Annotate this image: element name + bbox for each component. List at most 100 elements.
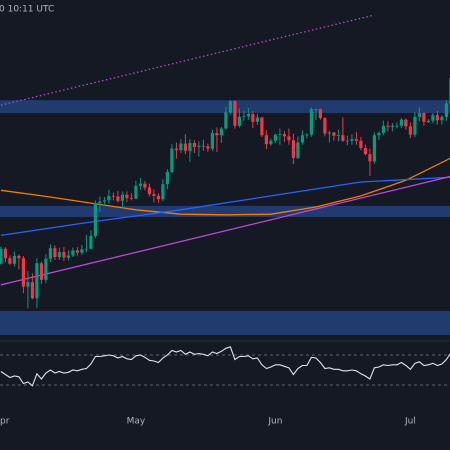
overlay-line (0, 176, 450, 237)
candle-body (147, 187, 151, 195)
candle-body (134, 185, 138, 199)
candle-body (341, 135, 345, 141)
candle-body (192, 143, 196, 147)
candle-body (440, 116, 444, 121)
candle-body (138, 183, 142, 186)
candle-body (143, 183, 147, 188)
candle-body (327, 132, 331, 134)
candle-body (350, 139, 354, 141)
candle-body (381, 125, 385, 133)
candle-body (165, 171, 169, 185)
candle-body (278, 134, 282, 135)
candle-body (219, 128, 223, 136)
candle-body (372, 135, 376, 162)
candle-body (228, 101, 232, 113)
candle-body (8, 258, 12, 264)
candle-body (435, 115, 439, 121)
rsi-line (0, 346, 450, 387)
candle-body (359, 140, 363, 149)
candle-body (102, 200, 106, 202)
candle-body (377, 132, 381, 136)
candle-body (237, 116, 241, 126)
candle-body (125, 194, 129, 199)
candle-body (264, 135, 268, 145)
zone (0, 100, 450, 113)
candle-body (305, 134, 309, 136)
candle-body (246, 114, 250, 117)
candle-body (116, 196, 120, 201)
candle-body (53, 248, 57, 258)
candle-body (395, 125, 399, 127)
candle-body (30, 282, 34, 299)
candle-body (282, 134, 286, 137)
candle-body (233, 101, 237, 126)
candle-body (444, 103, 448, 117)
candle-body (39, 263, 43, 280)
candle-body (390, 125, 394, 127)
candle-body (255, 117, 259, 122)
candle-body (12, 255, 16, 264)
candle-body (368, 154, 372, 162)
candle-body (89, 235, 93, 249)
candle-body (260, 117, 264, 136)
candle-body (413, 116, 417, 135)
candle-body (336, 135, 340, 137)
candle-body (422, 112, 426, 122)
candle-body (296, 142, 300, 159)
overlay-line (0, 14, 375, 106)
candle-body (48, 248, 52, 259)
candle-body (161, 184, 165, 200)
candle-body (66, 255, 70, 258)
candle-body (21, 258, 25, 287)
candle-body (174, 148, 178, 151)
candle-body (26, 282, 30, 287)
candle-body (242, 116, 246, 118)
candle-body (201, 145, 205, 147)
x-tick-label: May (127, 417, 146, 427)
candle-body (345, 140, 349, 142)
candle-body (111, 195, 115, 197)
candle-body (98, 201, 102, 204)
candle-body (80, 249, 84, 253)
candle-body (386, 125, 390, 127)
candle-body (179, 143, 183, 151)
x-tick-label: pr (0, 417, 10, 427)
candle-body (431, 115, 435, 121)
overlay-line (0, 157, 450, 216)
candle-body (269, 140, 273, 145)
zone (0, 311, 450, 335)
candle-body (206, 146, 210, 149)
candle-body (251, 114, 255, 122)
zone (0, 205, 450, 218)
candle-body (291, 140, 295, 159)
candle-body (215, 132, 219, 136)
candle-body (75, 250, 79, 253)
candle-body (170, 148, 174, 172)
candle-body (17, 255, 21, 259)
candle-body (332, 132, 336, 136)
candle-body (287, 136, 291, 141)
candle-body (300, 135, 304, 143)
candle-body (188, 143, 192, 151)
candle-body (84, 248, 88, 250)
candle-body (363, 148, 367, 155)
candle-body (426, 120, 430, 122)
candle-body (404, 119, 408, 127)
overlay-line (0, 175, 450, 286)
candle-body (120, 194, 124, 201)
x-tick-label: Jun (267, 417, 282, 427)
candle-body (408, 126, 412, 135)
candle-body (3, 248, 7, 259)
candle-body (0, 248, 3, 264)
candle-body (129, 198, 133, 199)
candle-body (197, 145, 201, 147)
candle-body (44, 258, 48, 280)
candle-body (323, 117, 327, 134)
candle-body (152, 194, 156, 196)
candle-body (156, 195, 160, 200)
candle-body (107, 195, 111, 201)
candle-body (71, 250, 75, 256)
candle-body (314, 109, 318, 110)
candle-body (57, 252, 61, 258)
